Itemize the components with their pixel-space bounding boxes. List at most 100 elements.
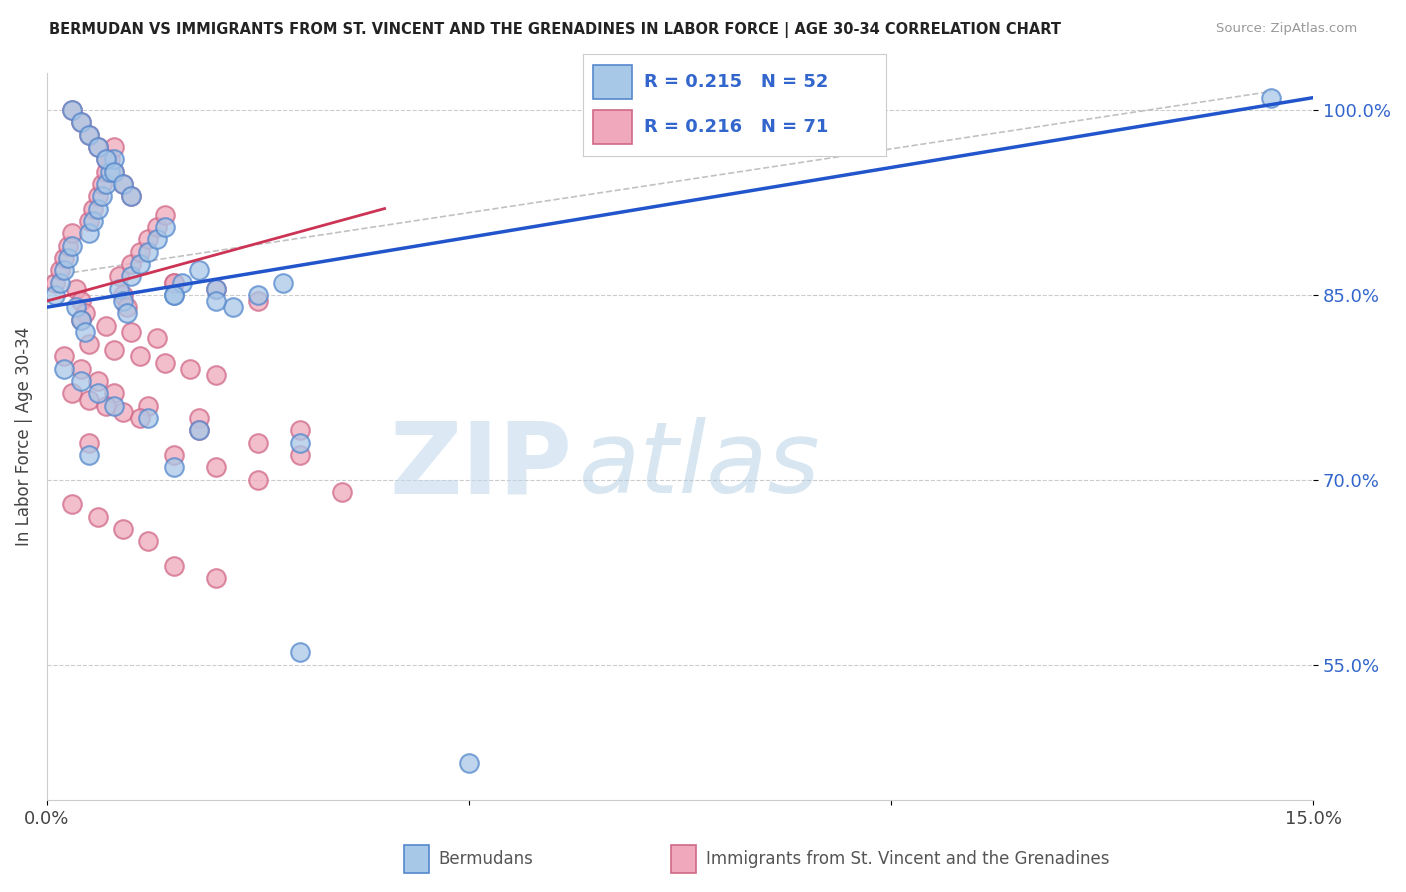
Point <box>94 399 117 413</box>
Point <box>52 251 75 265</box>
Point <box>288 448 311 462</box>
Point <box>145 232 167 246</box>
Point <box>111 293 134 308</box>
Point <box>107 282 129 296</box>
Point <box>136 399 159 413</box>
Point <box>128 411 150 425</box>
Point <box>246 293 269 308</box>
Point <box>136 534 159 549</box>
Point <box>204 460 226 475</box>
Point <box>204 293 226 308</box>
Point <box>120 325 142 339</box>
Point <box>162 448 184 462</box>
Point <box>246 288 269 302</box>
Point <box>162 559 184 574</box>
Point <box>107 269 129 284</box>
Point <box>458 756 481 771</box>
Y-axis label: In Labor Force | Age 30-34: In Labor Force | Age 30-34 <box>15 327 32 546</box>
Point <box>69 293 91 308</box>
Point <box>187 411 209 425</box>
Point <box>48 276 70 290</box>
Point <box>69 374 91 388</box>
Point <box>111 177 134 191</box>
Point <box>60 103 83 117</box>
Point <box>204 571 226 585</box>
Point <box>73 306 96 320</box>
Point <box>69 115 91 129</box>
Point <box>86 140 108 154</box>
Point <box>86 374 108 388</box>
Point <box>77 128 100 142</box>
Point <box>77 214 100 228</box>
Point <box>56 251 79 265</box>
Point <box>162 276 184 290</box>
Point <box>52 263 75 277</box>
Point <box>86 140 108 154</box>
Point <box>94 177 117 191</box>
Point <box>60 226 83 240</box>
Bar <box>671 845 696 873</box>
Text: BERMUDAN VS IMMIGRANTS FROM ST. VINCENT AND THE GRENADINES IN LABOR FORCE | AGE : BERMUDAN VS IMMIGRANTS FROM ST. VINCENT … <box>49 22 1062 38</box>
Point <box>73 325 96 339</box>
Point <box>153 356 176 370</box>
Point <box>52 361 75 376</box>
Point <box>162 288 184 302</box>
Point <box>128 257 150 271</box>
Point <box>69 312 91 326</box>
Point <box>221 300 243 314</box>
Point <box>136 232 159 246</box>
Point <box>69 115 91 129</box>
Point <box>103 343 125 358</box>
Point <box>60 497 83 511</box>
Point <box>44 288 66 302</box>
Point <box>69 361 91 376</box>
Point <box>103 153 125 167</box>
Point <box>65 300 87 314</box>
Point <box>153 208 176 222</box>
Point <box>136 244 159 259</box>
Point <box>120 189 142 203</box>
Point <box>52 350 75 364</box>
Point <box>60 103 83 117</box>
Point <box>98 153 121 167</box>
Point <box>69 312 91 326</box>
Point <box>271 276 294 290</box>
Point <box>77 392 100 407</box>
Point <box>77 226 100 240</box>
Text: Immigrants from St. Vincent and the Grenadines: Immigrants from St. Vincent and the Gren… <box>706 850 1109 868</box>
Text: R = 0.216   N = 71: R = 0.216 N = 71 <box>644 118 828 136</box>
Point <box>48 263 70 277</box>
Point <box>86 189 108 203</box>
Bar <box>592 110 631 144</box>
Point <box>179 361 201 376</box>
Point <box>103 140 125 154</box>
Point <box>115 300 138 314</box>
Point <box>145 220 167 235</box>
Bar <box>404 845 429 873</box>
Point <box>82 202 104 216</box>
Point <box>111 405 134 419</box>
Point <box>128 350 150 364</box>
Text: ZIP: ZIP <box>389 417 572 514</box>
Point <box>246 473 269 487</box>
Point <box>111 288 134 302</box>
Point <box>111 522 134 536</box>
Point <box>120 189 142 203</box>
Point <box>94 153 117 167</box>
Point <box>94 153 117 167</box>
Point <box>90 189 112 203</box>
Point <box>1260 90 1282 104</box>
Point <box>145 331 167 345</box>
Point <box>77 337 100 351</box>
Point <box>136 411 159 425</box>
Point <box>187 424 209 438</box>
Point <box>332 485 354 500</box>
Point <box>115 306 138 320</box>
Point <box>246 435 269 450</box>
Point <box>60 238 83 252</box>
Point <box>288 435 311 450</box>
Point <box>103 399 125 413</box>
Point <box>77 128 100 142</box>
Point <box>60 386 83 401</box>
Point <box>187 424 209 438</box>
